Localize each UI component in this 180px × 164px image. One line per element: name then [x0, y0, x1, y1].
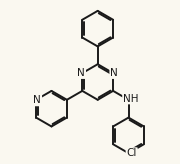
Text: NH: NH: [123, 93, 139, 103]
Text: N: N: [33, 95, 41, 105]
Text: N: N: [77, 68, 85, 78]
Text: N: N: [110, 68, 118, 78]
Text: Cl: Cl: [127, 148, 137, 158]
